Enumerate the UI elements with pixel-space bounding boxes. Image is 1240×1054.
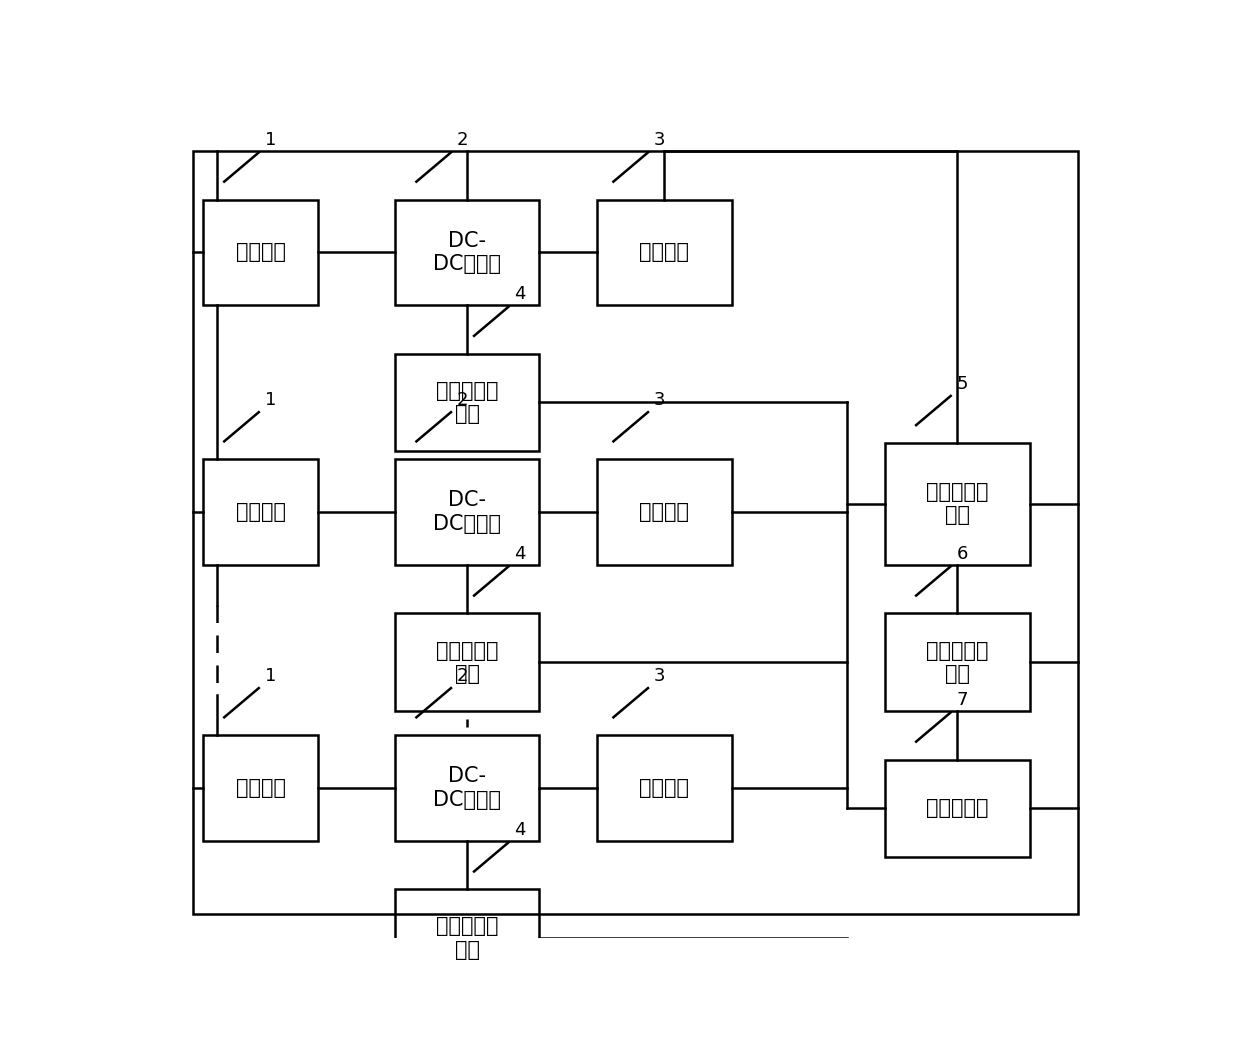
Text: 储能单元: 储能单元: [640, 502, 689, 522]
Text: 4: 4: [515, 545, 526, 563]
Bar: [885, 443, 1029, 565]
Text: 第一局部控
制器: 第一局部控 制器: [436, 917, 498, 959]
Text: 1: 1: [264, 131, 277, 150]
Bar: [203, 460, 319, 565]
Bar: [396, 613, 539, 710]
Text: 第一局部控
制器: 第一局部控 制器: [436, 641, 498, 684]
Bar: [203, 199, 319, 305]
Bar: [596, 460, 732, 565]
Bar: [396, 199, 539, 305]
Bar: [885, 613, 1029, 710]
Text: 3: 3: [653, 131, 665, 150]
Text: 储能单元: 储能单元: [640, 778, 689, 798]
Bar: [396, 354, 539, 451]
Text: 3: 3: [653, 667, 665, 685]
Bar: [396, 890, 539, 987]
Text: 4: 4: [515, 286, 526, 304]
Text: 5: 5: [956, 374, 968, 393]
Text: 1: 1: [264, 667, 277, 685]
Text: 高压并网逆
变器: 高压并网逆 变器: [926, 483, 988, 526]
Text: 第一局部控
制器: 第一局部控 制器: [436, 380, 498, 424]
Text: DC-
DC变换器: DC- DC变换器: [433, 231, 501, 274]
Text: 7: 7: [956, 691, 968, 709]
Bar: [885, 760, 1029, 857]
Bar: [203, 736, 319, 841]
Text: DC-
DC变换器: DC- DC变换器: [433, 490, 501, 533]
Bar: [596, 736, 732, 841]
Text: 光伏单元: 光伏单元: [236, 502, 285, 522]
Text: 中央控制器: 中央控制器: [926, 798, 988, 818]
Bar: [396, 736, 539, 841]
Text: 2: 2: [456, 391, 469, 409]
Bar: [396, 460, 539, 565]
Text: 4: 4: [515, 821, 526, 839]
Text: 光伏单元: 光伏单元: [236, 242, 285, 262]
Text: 储能单元: 储能单元: [640, 242, 689, 262]
Text: DC-
DC变换器: DC- DC变换器: [433, 766, 501, 809]
Text: 1: 1: [264, 391, 277, 409]
Text: 光伏单元: 光伏单元: [236, 778, 285, 798]
Text: 2: 2: [456, 667, 469, 685]
Text: 2: 2: [456, 131, 469, 150]
Bar: [596, 199, 732, 305]
Text: 6: 6: [956, 545, 968, 563]
Text: 3: 3: [653, 391, 665, 409]
Text: 第二局部控
制器: 第二局部控 制器: [926, 641, 988, 684]
